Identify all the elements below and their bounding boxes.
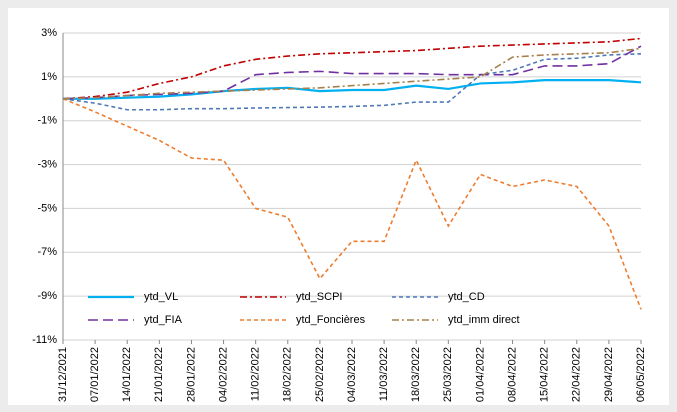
legend-label: ytd_VL: [144, 291, 178, 303]
series-line: [62, 45, 642, 100]
y-tick-label: -7%: [37, 246, 57, 258]
x-tick-label: 28/01/2022: [185, 347, 197, 402]
y-tick-label: 1%: [41, 71, 57, 83]
series-line: [63, 79, 642, 100]
x-tick-label: 01/04/2022: [474, 347, 486, 402]
chart-area: [8, 8, 669, 405]
series-line: [62, 47, 642, 100]
x-tick-label: 04/03/2022: [346, 347, 358, 402]
series-line: [62, 53, 642, 111]
x-tick-label: 25/03/2022: [442, 347, 454, 402]
legend-label: ytd_FIA: [144, 314, 183, 326]
x-tick-label: 11/03/2022: [378, 347, 390, 401]
x-tick-label: 11/02/2022: [250, 347, 262, 401]
y-tick-label: -3%: [37, 158, 57, 170]
x-tick-label: 18/02/2022: [282, 347, 294, 402]
y-tick-label: -1%: [37, 115, 57, 127]
x-tick-label: 07/01/2022: [89, 347, 101, 402]
x-tick-label: 04/02/2022: [217, 347, 229, 402]
x-tick-label: 06/05/2022: [635, 347, 647, 402]
y-tick-label: -5%: [37, 202, 57, 214]
y-tick-label: -9%: [37, 290, 57, 302]
legend-label: ytd_imm direct: [448, 314, 520, 326]
x-tick-label: 21/01/2022: [153, 347, 165, 402]
x-tick-label: 22/04/2022: [571, 347, 583, 402]
series-line: [62, 37, 642, 100]
x-tick-label: 15/04/2022: [539, 347, 551, 402]
x-tick-label: 31/12/2021: [57, 347, 69, 402]
legend-label: ytd_CD: [448, 291, 485, 303]
x-tick-label: 29/04/2022: [603, 347, 615, 402]
x-tick-label: 14/01/2022: [121, 347, 133, 402]
y-tick-label: 3%: [41, 27, 57, 39]
series-line: [62, 98, 642, 310]
legend-label: ytd_Foncières: [296, 314, 366, 326]
x-tick-label: 25/02/2022: [314, 347, 326, 402]
x-tick-label: 18/03/2022: [410, 347, 422, 402]
x-tick-label: 08/04/2022: [506, 347, 518, 402]
y-tick-label: -11%: [32, 334, 57, 346]
legend-label: ytd_SCPI: [296, 291, 342, 303]
